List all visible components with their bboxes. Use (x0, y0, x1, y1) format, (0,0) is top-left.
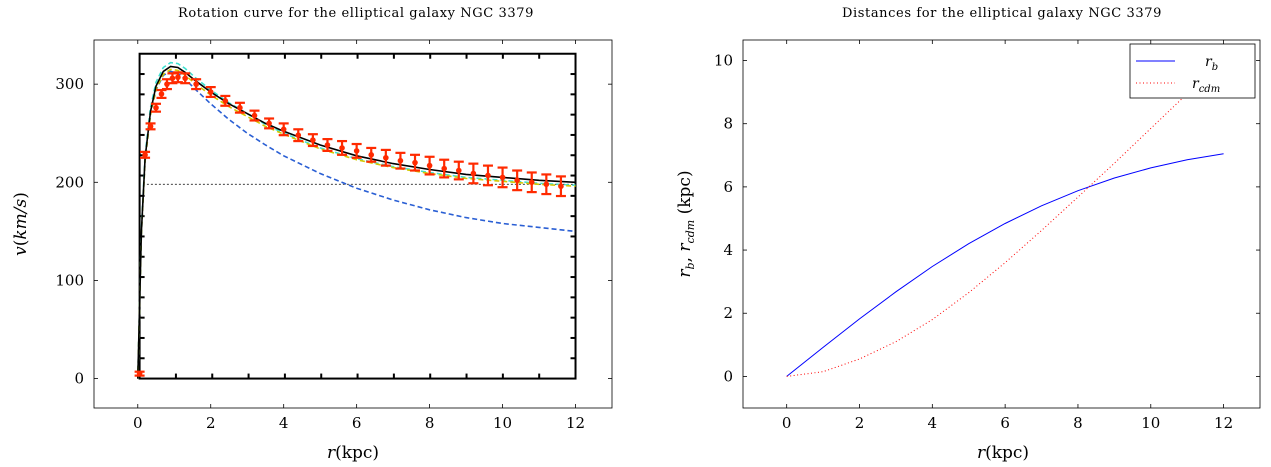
chart1-data-point (426, 162, 433, 169)
chart1-data-point (499, 174, 506, 181)
chart2-x-tick-label: 2 (855, 414, 865, 432)
chart1-data-point (182, 75, 188, 82)
chart2-curves (786, 58, 1224, 377)
chart1-x-tick-label: 10 (493, 414, 512, 432)
chart1-data-point (383, 154, 389, 161)
chart1-data-point (455, 167, 462, 174)
chart1-data-point (353, 148, 360, 154)
chart1-data-point (251, 112, 258, 119)
chart1-data-point (193, 81, 199, 87)
chart1-data-point (175, 74, 181, 81)
chart2-y-tick-label: 10 (714, 52, 733, 70)
chart2-x-tick-label: 12 (1214, 414, 1233, 432)
chart2-y-tick-label: 2 (723, 304, 733, 322)
chart2-frame (742, 39, 1261, 409)
chart1-data-points (134, 71, 566, 377)
chart1-data-point (280, 126, 287, 133)
chart2-x-tick-label: 8 (1073, 414, 1083, 432)
chart1-data-point (237, 104, 243, 111)
chart2-series-r_b (786, 153, 1224, 377)
chart1-data-point (441, 165, 447, 172)
chart1-y-tick-label: 0 (74, 370, 84, 388)
distances-chart: Distances for the elliptical galaxy NGC … (675, 6, 1261, 463)
chart2-legend: rb rcdm (1129, 43, 1256, 99)
chart1-y-tick-label: 300 (55, 75, 84, 93)
chart1-data-point (153, 104, 159, 111)
chart1-curves (137, 61, 576, 379)
chart1-x-tick-label: 12 (566, 414, 585, 432)
chart1-data-point (470, 170, 477, 177)
chart2-x-ticks: 0 2 4 6 8 10 12 (782, 40, 1233, 432)
chart1-data-point (295, 132, 302, 138)
chart1-data-point (169, 75, 176, 82)
chart1-data-point (543, 181, 550, 188)
chart2-y-tick-label: 6 (723, 178, 733, 196)
chart1-x-tick-label: 8 (425, 414, 435, 432)
chart1-data-point (222, 98, 229, 104)
chart2-x-tick-label: 4 (928, 414, 938, 432)
chart1-data-point (207, 89, 214, 95)
chart1-data-point (397, 157, 404, 164)
inset-frame (138, 52, 577, 380)
chart2-x-axis-label: r(kpc) (977, 443, 1029, 463)
chart1-data-point (142, 152, 148, 158)
chart2-x-tick-label: 6 (1000, 414, 1010, 432)
chart1-data-point (368, 152, 375, 158)
chart1-data-point (324, 142, 331, 148)
chart2-y-ticks: 0 2 4 6 8 10 (714, 52, 1260, 385)
chart1-x-tick-label: 6 (352, 414, 362, 432)
chart1-title: Rotation curve for the elliptical galaxy… (178, 6, 534, 21)
legend-label-rb: rb (1205, 54, 1218, 73)
chart1-y-tick-label: 200 (55, 173, 84, 191)
chart1-data-point (136, 370, 143, 377)
chart1-series-curve-2 (137, 68, 576, 379)
chart1-y-tick-label: 100 (55, 271, 84, 289)
chart1-frame (93, 39, 613, 409)
chart1-data-point (558, 183, 564, 190)
chart2-y-axis-label: rb, rcdm (kpc) (675, 170, 697, 277)
chart1-y-ticks: 0 100 200 300 (55, 75, 612, 388)
chart1-data-point (485, 172, 491, 179)
rotation-curve-chart: Rotation curve for the elliptical galaxy… (11, 6, 613, 463)
chart1-series-curve-3 (137, 70, 576, 379)
chart1-data-point (158, 91, 165, 97)
chart1-x-tick-label: 4 (279, 414, 289, 432)
legend-label-rcdm: rcdm (1192, 76, 1220, 95)
chart1-x-tick-label: 2 (206, 414, 216, 432)
chart2-title: Distances for the elliptical galaxy NGC … (842, 6, 1162, 21)
chart1-x-axis-label: r(kpc) (327, 443, 379, 463)
chart1-data-point (266, 120, 272, 127)
chart1-data-point (339, 145, 345, 151)
chart2-series-r_cdm (786, 58, 1224, 377)
chart2-y-tick-label: 8 (723, 115, 733, 133)
chart1-series-curve-1 (137, 61, 576, 379)
chart1-y-axis-label: v(km/s) (11, 192, 31, 256)
chart1-data-point (514, 177, 520, 184)
chart1-series-curve-0 (137, 65, 576, 379)
chart1-data-point (412, 159, 418, 166)
chart1-inset-box (138, 52, 577, 380)
chart2-x-tick-label: 0 (782, 414, 792, 432)
chart1-x-ticks: 0 2 4 6 8 10 12 (133, 40, 585, 432)
chart1-data-point (528, 179, 535, 186)
chart1-data-point (310, 137, 316, 143)
chart2-y-tick-label: 0 (723, 367, 733, 385)
legend-box (1129, 43, 1256, 99)
chart2-y-tick-label: 4 (723, 241, 733, 259)
chart1-data-point (147, 123, 154, 130)
chart1-x-tick-label: 0 (133, 414, 143, 432)
chart2-x-tick-label: 10 (1141, 414, 1160, 432)
